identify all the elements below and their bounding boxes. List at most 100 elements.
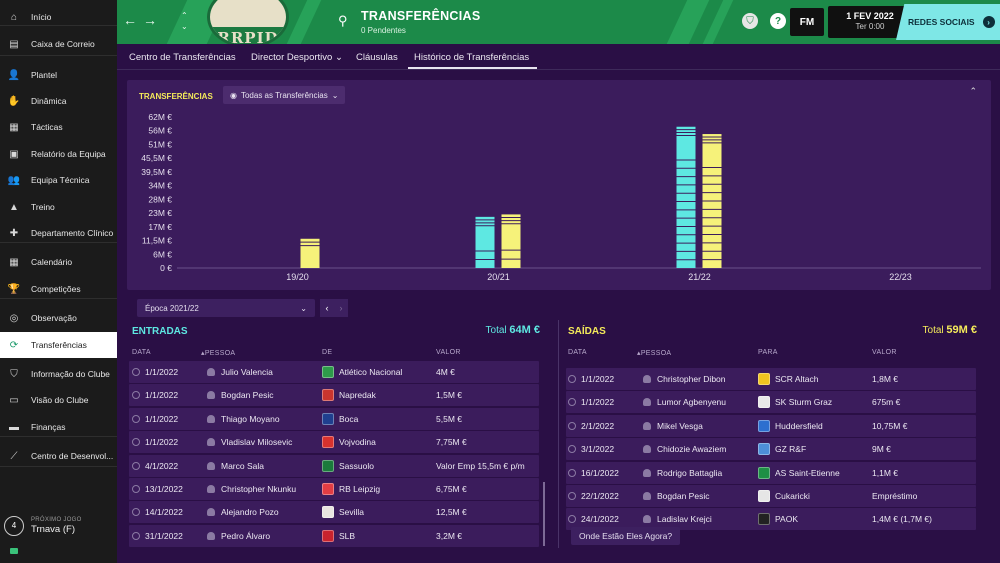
club-name[interactable]: Napredak — [322, 384, 376, 406]
club-shield-icon[interactable]: ⛉ — [742, 13, 758, 29]
table-row[interactable]: 1/1/2022 Christopher Dibon SCR Altach 1,8M … — [566, 368, 976, 390]
player-name[interactable]: Bogdan Pesic — [643, 485, 709, 507]
y-tick-label: 62M € — [148, 112, 172, 122]
club-name[interactable]: RB Leipzig — [322, 478, 380, 500]
col-date[interactable]: DATA — [132, 349, 151, 356]
player-name[interactable]: Bogdan Pesic — [207, 384, 273, 406]
sidebar-separator — [0, 298, 117, 299]
player-name[interactable]: Thiago Moyano — [207, 408, 280, 430]
sidebar-item-medical[interactable]: ✚ Departamento Clínico — [0, 220, 117, 246]
search-icon[interactable]: ⚲ — [338, 13, 348, 28]
sidebar-item-home[interactable]: ⌂ Início — [0, 4, 117, 30]
player-name[interactable]: Mikel Vesga — [643, 415, 703, 437]
social-media-button[interactable]: REDES SOCIAIS › — [896, 4, 1000, 40]
club-name[interactable]: Sassuolo — [322, 455, 374, 477]
sidebar-item-scouting[interactable]: ◎ Observação — [0, 305, 117, 331]
club-name[interactable]: Huddersfield — [758, 415, 823, 437]
sidebar-item-label: Plantel — [31, 70, 57, 80]
sidebar-item-calendar[interactable]: ▦ Calendário — [0, 249, 117, 275]
up-down-chevron-icon[interactable]: ⌃ ⌄ — [181, 11, 188, 31]
table-row[interactable]: 4/1/2022 Marco Sala Sassuolo Valor Emp 15,5… — [129, 454, 539, 477]
club-name[interactable]: SLB — [322, 525, 355, 547]
chart-filter-dropdown[interactable]: ◉ Todas as Transferências ⌄ — [223, 86, 346, 104]
sidebar-item-trophy[interactable]: 🏆 Competições — [0, 276, 117, 302]
back-arrow-icon[interactable]: ← — [123, 12, 137, 28]
prev-season-icon[interactable]: ‹ — [325, 303, 329, 313]
table-row[interactable]: 1/1/2022 Vladislav Milosevic Vojvodina 7,75… — [129, 431, 539, 454]
season-dropdown[interactable]: Época 2021/22 ⌄ — [137, 299, 315, 317]
forward-arrow-icon[interactable]: → — [143, 12, 157, 28]
next-game[interactable]: 4 PRÓXIMO JOGO Trnava (F) — [0, 508, 117, 543]
sidebar-item-inbox[interactable]: ▤ Caixa de Correio — [0, 31, 117, 57]
bar-outgoing[interactable] — [300, 238, 320, 268]
table-row[interactable]: 2/1/2022 Mikel Vesga Huddersfield 10,75M € — [566, 414, 976, 437]
table-row[interactable]: 31/1/2022 Pedro Álvaro SLB 3,2M € — [129, 524, 539, 547]
sidebar-item-club-vision[interactable]: ▭ Visão do Clube — [0, 387, 117, 413]
bar-outgoing[interactable] — [501, 214, 521, 268]
col-value[interactable]: VALOR — [436, 349, 461, 356]
player-name[interactable]: Christopher Dibon — [643, 368, 726, 390]
table-row[interactable]: 1/1/2022 Thiago Moyano Boca 5,5M € — [129, 407, 539, 430]
sidebar-item-tactics[interactable]: ▦ Tácticas — [0, 114, 117, 140]
club-name[interactable]: SCR Altach — [758, 368, 818, 390]
player-name[interactable]: Vladislav Milosevic — [207, 431, 292, 453]
player-name[interactable]: Christopher Nkunku — [207, 478, 296, 500]
table-row[interactable]: 24/1/2022 Ladislav Krejci PAOK 1,4M € (1,7M… — [566, 508, 976, 531]
incoming-scrollbar[interactable] — [543, 482, 545, 546]
sidebar-item-club-info[interactable]: ⛉ Informação do Clube — [0, 361, 117, 387]
player-name[interactable]: Chidozie Awaziem — [643, 438, 726, 460]
club-name[interactable]: AS Saint-Etienne — [758, 462, 840, 484]
sidebar-item-staff[interactable]: 👥 Equipa Técnica — [0, 167, 117, 193]
club-name[interactable]: GZ R&F — [758, 438, 806, 460]
player-name[interactable]: Marco Sala — [207, 455, 264, 477]
sidebar-item-training[interactable]: ▲ Treino — [0, 194, 117, 220]
help-icon[interactable]: ? — [770, 13, 786, 29]
col-person[interactable]: ▴PESSOA — [201, 350, 236, 357]
sidebar-item-transfers[interactable]: ⟳ Transferências — [0, 332, 117, 358]
network-status-icon[interactable] — [10, 548, 18, 554]
club-name[interactable]: Atlético Nacional — [322, 361, 402, 383]
player-name[interactable]: Julio Valencia — [207, 361, 273, 383]
sidebar-item-finances[interactable]: ▬ Finanças — [0, 414, 117, 440]
player-name[interactable]: Alejandro Pozo — [207, 501, 279, 523]
tab-transfer-centre[interactable]: Centro de Transferências — [129, 52, 236, 63]
club-name[interactable]: Sevilla — [322, 501, 364, 523]
next-season-icon[interactable]: › — [339, 303, 343, 313]
col-from[interactable]: DE — [322, 349, 333, 356]
col-date[interactable]: DATA — [568, 349, 587, 356]
sidebar-item-development[interactable]: ⟋ Centro de Desenvol... — [0, 443, 117, 469]
table-row[interactable]: 22/1/2022 Bogdan Pesic Cukaricki Empréstimo — [566, 485, 976, 507]
table-row[interactable]: 1/1/2022 Lumor Agbenyenu SK Sturm Graz 675m… — [566, 391, 976, 414]
club-name[interactable]: Cukaricki — [758, 485, 810, 507]
player-name[interactable]: Lumor Agbenyenu — [643, 391, 726, 413]
tab-clauses[interactable]: Cláusulas — [356, 52, 398, 63]
collapse-chevron-icon[interactable]: ⌃ — [969, 86, 977, 96]
sidebar-item-dynamics[interactable]: ✋ Dinâmica — [0, 88, 117, 114]
club-name[interactable]: SK Sturm Graz — [758, 391, 832, 413]
club-crest[interactable]: RRPID — [207, 0, 289, 44]
club-name[interactable]: PAOK — [758, 508, 798, 530]
col-value[interactable]: VALOR — [872, 349, 897, 356]
col-to[interactable]: PARA — [758, 349, 778, 356]
club-name[interactable]: Boca — [322, 408, 358, 430]
club-name[interactable]: Vojvodina — [322, 431, 376, 453]
col-person[interactable]: ▴PESSOA — [637, 350, 672, 357]
sidebar-item-label: Caixa de Correio — [31, 39, 95, 49]
fm-logo-button[interactable]: FM — [790, 8, 824, 36]
player-name[interactable]: Ladislav Krejci — [643, 508, 712, 530]
table-row[interactable]: 16/1/2022 Rodrigo Battaglia AS Saint-Etien… — [566, 461, 976, 484]
where-are-they-now-button[interactable]: Onde Estão Eles Agora? — [571, 527, 681, 545]
table-row[interactable]: 1/1/2022 Bogdan Pesic Napredak 1,5M € — [129, 384, 539, 407]
table-row[interactable]: 3/1/2022 Chidozie Awaziem GZ R&F 9M € — [566, 438, 976, 461]
player-name[interactable]: Rodrigo Battaglia — [643, 462, 722, 484]
table-row[interactable]: 1/1/2022 Julio Valencia Atlético Nacional 4… — [129, 361, 539, 383]
tab-director-of-football[interactable]: Director Desportivo ⌄ — [251, 52, 343, 63]
tab-transfer-history[interactable]: Histórico de Transferências — [407, 52, 538, 69]
table-row[interactable]: 13/1/2022 Christopher Nkunku RB Leipzig 6,7… — [129, 478, 539, 500]
bar-incoming[interactable] — [676, 126, 696, 268]
sidebar-item-report[interactable]: ▣ Relatório da Equipa — [0, 141, 117, 167]
table-row[interactable]: 14/1/2022 Alejandro Pozo Sevilla 12,5M € — [129, 501, 539, 524]
bar-incoming[interactable] — [475, 216, 495, 268]
player-name[interactable]: Pedro Álvaro — [207, 525, 270, 547]
sidebar-item-squad[interactable]: 👤 Plantel — [0, 62, 117, 88]
